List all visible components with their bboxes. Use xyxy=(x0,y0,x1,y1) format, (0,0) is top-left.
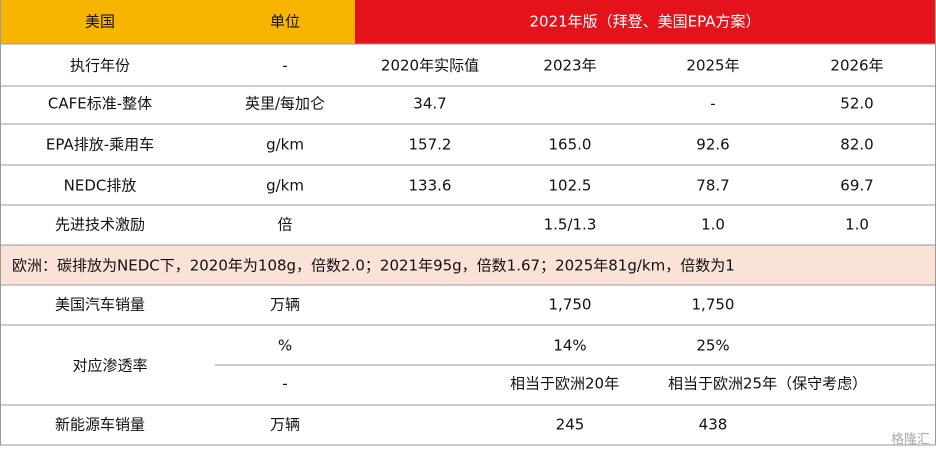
cell: 69.7 xyxy=(840,177,873,195)
cell: g/km xyxy=(266,177,304,195)
cell: % xyxy=(278,337,292,355)
cell: 92.6 xyxy=(696,136,729,154)
cell: 25% xyxy=(696,337,729,355)
cell: 245 xyxy=(556,416,585,434)
cell: 新能源车销量 xyxy=(55,416,145,434)
cell: 82.0 xyxy=(840,136,873,154)
cell: g/km xyxy=(266,136,304,154)
cell: 133.6 xyxy=(409,177,452,195)
cell: 2026年 xyxy=(830,57,883,75)
cell: 倍 xyxy=(277,216,292,234)
cell: 2023年 xyxy=(543,57,596,75)
cell: 2025年 xyxy=(686,57,739,75)
header-bg xyxy=(355,0,936,44)
cell: NEDC排放 xyxy=(64,177,137,195)
header-cell: 2021年版（拜登、美国EPA方案） xyxy=(530,13,761,31)
header-cell: 单位 xyxy=(270,13,300,31)
cell: 157.2 xyxy=(409,136,452,154)
cell: 相当于欧洲25年（保守考虑） xyxy=(668,375,867,393)
cell: 102.5 xyxy=(549,177,592,195)
cell: - xyxy=(282,375,287,393)
note: 欧洲：碳排放为NEDC下，2020年为108g，倍数2.0；2021年95g，倍… xyxy=(12,257,735,275)
cell: - xyxy=(282,57,287,75)
cell: 英里/每加仑 xyxy=(245,95,325,113)
cell: 1.0 xyxy=(701,216,725,234)
cell: EPA排放-乘用车 xyxy=(46,136,154,154)
cell: - xyxy=(710,95,715,113)
header-bg xyxy=(0,0,355,44)
cell: 相当于欧洲20年 xyxy=(510,375,619,393)
cell: 1.0 xyxy=(845,216,869,234)
cell: 先进技术激励 xyxy=(55,216,145,234)
cell: 438 xyxy=(699,416,728,434)
cell: 美国汽车销量 xyxy=(55,296,145,314)
cell: 对应渗透率 xyxy=(72,357,147,375)
note-bg xyxy=(0,245,936,285)
cell: CAFE标准-整体 xyxy=(48,95,152,113)
cell: 万辆 xyxy=(270,296,300,314)
cell: 14% xyxy=(553,337,586,355)
cell: 165.0 xyxy=(549,136,592,154)
cell: 1,750 xyxy=(692,296,735,314)
cell: 52.0 xyxy=(840,95,873,113)
cell: 78.7 xyxy=(696,177,729,195)
cell: 执行年份 xyxy=(70,57,130,75)
cell: 万辆 xyxy=(270,416,300,434)
cell: 1,750 xyxy=(549,296,592,314)
header-cell: 美国 xyxy=(85,13,115,31)
watermark: 格隆汇 xyxy=(891,432,930,448)
cell: 1.5/1.3 xyxy=(544,216,597,234)
cell: 34.7 xyxy=(413,95,446,113)
cell: 2020年实际值 xyxy=(381,57,479,75)
